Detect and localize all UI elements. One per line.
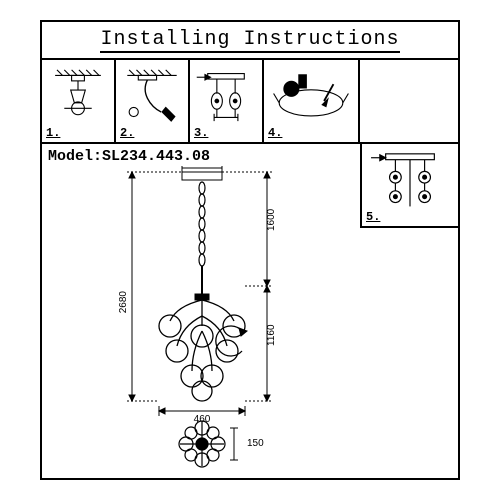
step-number-3: 3. bbox=[194, 126, 208, 140]
model-label: Model:SL234.443.08 bbox=[48, 148, 210, 165]
steps-row: 1. 2. bbox=[42, 60, 458, 144]
dim-total-height: 2680 bbox=[118, 291, 129, 314]
step-5: 5. bbox=[360, 144, 458, 228]
lower-region: Model:SL234.443.08 5. bbox=[42, 144, 458, 478]
instruction-sheet: Installing Instructions 1. bbox=[40, 20, 460, 480]
page-title: Installing Instructions bbox=[100, 28, 399, 53]
step-4: 4. bbox=[264, 60, 360, 142]
dim-top-width: 120 bbox=[194, 166, 211, 168]
step-number-5: 5. bbox=[366, 210, 380, 224]
main-dimension-diagram: 120 460 150 2680 1600 1160 bbox=[42, 166, 362, 476]
dim-chain-height: 1600 bbox=[266, 208, 277, 231]
step-number-1: 1. bbox=[46, 126, 60, 140]
step-number-2: 2. bbox=[120, 126, 134, 140]
step-1: 1. bbox=[42, 60, 116, 142]
step-2: 2. bbox=[116, 60, 190, 142]
dim-body-height: 1160 bbox=[266, 324, 277, 346]
step-number-4: 4. bbox=[268, 126, 282, 140]
step-blank-top bbox=[360, 60, 458, 142]
dim-plan: 150 bbox=[247, 438, 264, 449]
step-3: 3. bbox=[190, 60, 264, 142]
title-bar: Installing Instructions bbox=[42, 22, 458, 60]
dim-body-width: 460 bbox=[194, 414, 211, 425]
